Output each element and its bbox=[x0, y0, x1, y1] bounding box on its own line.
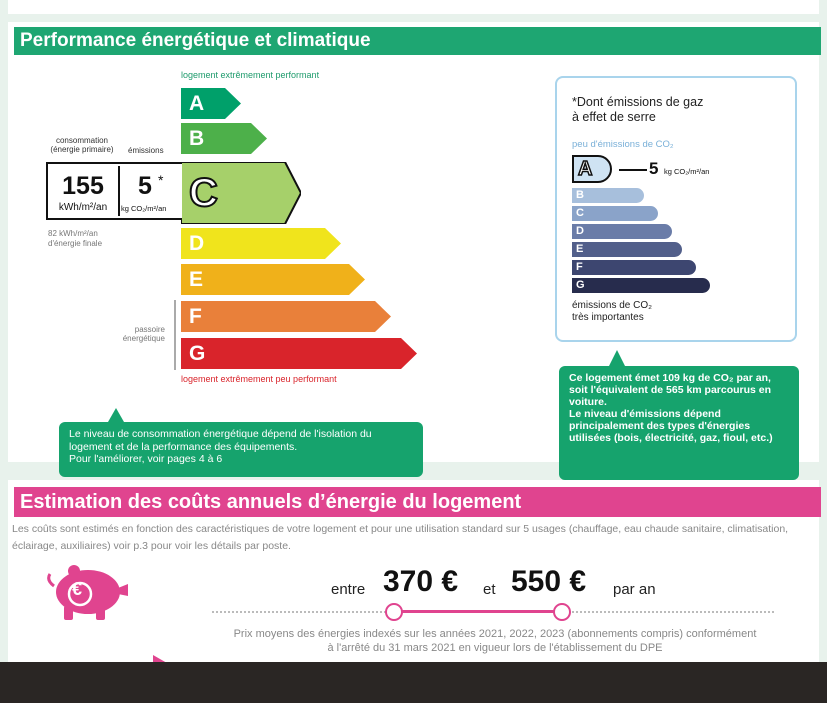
emissions-unit: kg CO₂/m²/an bbox=[121, 204, 167, 213]
cost-high-marker bbox=[553, 603, 571, 621]
energy-rating-letter-e: E bbox=[189, 268, 204, 291]
final-energy: 82 kWh/m²/an d'énergie finale bbox=[48, 229, 103, 248]
cost-and: et bbox=[483, 581, 496, 598]
piggy-bank-icon bbox=[44, 558, 130, 624]
cost-range-fill bbox=[393, 610, 561, 613]
ghg-title: *Dont émissions de gaz à effet de serre bbox=[572, 95, 704, 124]
energy-rating-letter-f: F bbox=[189, 305, 202, 328]
energy-rating-bar-e: E bbox=[181, 264, 365, 295]
consumption-unit: kWh/m²/an bbox=[58, 202, 108, 213]
top-performance-label: logement extrêmement performant bbox=[181, 70, 320, 80]
energy-section-title: Performance énergétique et climatique bbox=[14, 27, 821, 55]
energy-callout: Le niveau de consommation énergétique dé… bbox=[59, 422, 423, 477]
top-band bbox=[8, 0, 819, 14]
ghg-rating-bar-f: F bbox=[572, 260, 696, 275]
energy-rating-bar-a: A bbox=[181, 88, 241, 119]
ghg-rating-bar-e: E bbox=[572, 242, 682, 257]
passoire-label: passoire énergétique bbox=[122, 325, 165, 343]
ghg-callout: Ce logement émet 109 kg de CO₂ par an, s… bbox=[559, 366, 799, 480]
ghg-bottom-label: émissions de CO₂ très importantes bbox=[572, 300, 653, 323]
euro-symbol: € bbox=[72, 579, 83, 599]
ghg-rating-bar-d: D bbox=[572, 224, 672, 239]
consumption-value: 155 bbox=[62, 172, 104, 200]
cost-low-marker bbox=[385, 603, 403, 621]
costs-section-title: Estimation des coûts annuels d’énergie d… bbox=[14, 487, 821, 517]
emissions-star: * bbox=[158, 172, 164, 188]
energy-rating-letter-b: B bbox=[189, 127, 205, 150]
bottom-performance-label: logement extrêmement peu performant bbox=[181, 374, 337, 384]
box-divider bbox=[118, 166, 120, 216]
ghg-unit: kg CO₂/m²/an bbox=[664, 167, 710, 176]
emissions-value: 5 bbox=[138, 172, 152, 200]
consumption-box bbox=[46, 162, 182, 220]
bottom-dark-band bbox=[0, 662, 827, 703]
ghg-pointer-line bbox=[619, 169, 647, 171]
ghg-rating-bar-g: G bbox=[572, 278, 710, 293]
passoire-bracket bbox=[174, 300, 176, 370]
cost-high: 550 € bbox=[511, 565, 587, 598]
cost-low: 370 € bbox=[383, 565, 459, 598]
energy-rating-bar-c: C bbox=[180, 161, 303, 225]
consumption-header: consommation (énergie primaire) bbox=[50, 136, 114, 154]
energy-rating-letter-c: C bbox=[188, 170, 219, 216]
energy-rating-letter-d: D bbox=[189, 232, 205, 255]
energy-rating-bar-b: B bbox=[181, 123, 267, 154]
energy-rating-letter-a: A bbox=[189, 92, 205, 115]
emissions-header: émissions bbox=[128, 146, 164, 155]
energy-rating-bar-d: D bbox=[181, 228, 341, 259]
cost-note: Prix moyens des énergies indexés sur les… bbox=[233, 628, 757, 654]
ghg-rating-bar-c: C bbox=[572, 206, 658, 221]
ghg-callout-pointer bbox=[609, 350, 625, 366]
ghg-rating-bar-b: B bbox=[572, 188, 644, 203]
pink-arrow bbox=[153, 655, 167, 663]
energy-rating-bar-f: F bbox=[181, 301, 391, 332]
costs-description: Les coûts sont estimés en fonction des c… bbox=[12, 523, 789, 552]
callout-pointer bbox=[108, 408, 124, 422]
cost-between: entre bbox=[331, 581, 366, 598]
cost-per-year: par an bbox=[613, 581, 656, 598]
ghg-top-label: peu d'émissions de CO₂ bbox=[572, 139, 674, 150]
ghg-rating-bar-a: A bbox=[572, 155, 612, 183]
energy-rating-letter-g: G bbox=[189, 342, 206, 365]
ghg-value: 5 bbox=[649, 159, 659, 178]
energy-rating-bar-g: G bbox=[181, 338, 417, 369]
